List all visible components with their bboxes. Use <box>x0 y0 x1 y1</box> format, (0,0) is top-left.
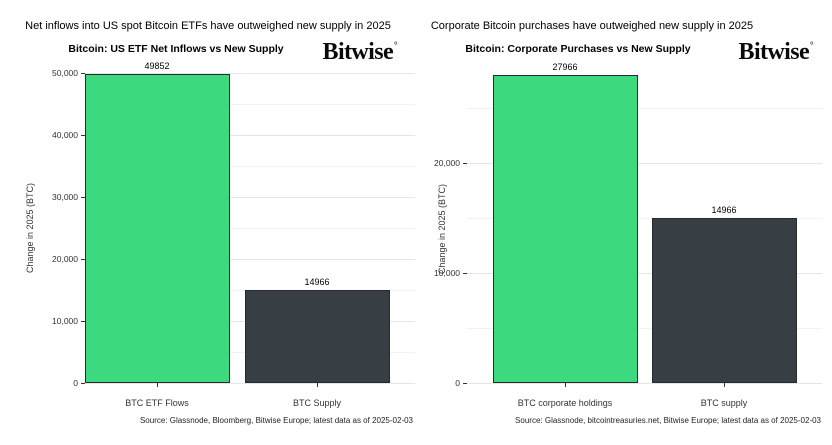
y-tick-label: 40,000 <box>52 130 78 140</box>
bar-value-label: 14966 <box>304 277 330 288</box>
source-caption: Source: Glassnode, bitcointreasuries.net… <box>515 416 821 425</box>
major-gridline <box>85 382 415 384</box>
x-tick-mark <box>317 383 318 387</box>
y-tick-mark <box>81 382 85 384</box>
major-gridline <box>467 382 822 384</box>
y-tick-label: 10,000 <box>434 268 460 278</box>
plot-area-corporate: 0 10,000 20,000 27966 BTC corporate holdings… <box>434 62 822 408</box>
y-axis-title: Change in 2025 (BTC) <box>437 183 447 275</box>
y-tick-label: 0 <box>455 378 460 388</box>
bitwise-logo: Bitwise° <box>322 33 398 65</box>
chart-panel-etf-flows: Net inflows into US spot Bitcoin ETFs ha… <box>25 20 415 425</box>
minor-gridline <box>85 165 415 167</box>
major-gridline <box>467 162 822 164</box>
y-axis-title: Change in 2025 (BTC) <box>25 182 35 274</box>
chart-subtitle: Bitcoin: Corporate Purchases vs New Supp… <box>465 43 691 55</box>
x-category-label: BTC corporate holdings <box>517 398 613 408</box>
x-category-label: BTC Supply <box>292 398 342 408</box>
bar-value-label: 27966 <box>552 62 578 73</box>
chart-subtitle: Bitcoin: US ETF Net Inflows vs New Suppl… <box>68 43 284 55</box>
plot-area-etf: 0 10,000 20,000 30,000 40,000 50,000 49852 BTC … <box>52 61 415 408</box>
y-tick-mark <box>81 134 85 136</box>
y-tick-label: 0 <box>73 378 78 388</box>
chart-title: Net inflows into US spot Bitcoin ETFs ha… <box>25 20 391 32</box>
y-tick-label: 10,000 <box>52 316 78 326</box>
x-tick-mark <box>157 383 158 387</box>
major-gridline <box>85 258 415 260</box>
trademark-mark-icon: ° <box>394 40 398 50</box>
x-tick-mark <box>724 383 725 387</box>
y-tick-mark <box>81 72 85 74</box>
chart-panel-corporate: Corporate Bitcoin purchases have outweig… <box>416 0 832 445</box>
bar-btc-supply <box>651 218 797 383</box>
y-tick-label: 30,000 <box>52 192 78 202</box>
bar-btc-etf-flows <box>84 73 230 383</box>
y-tick-mark <box>463 272 467 274</box>
minor-gridline <box>85 289 415 291</box>
y-tick-mark <box>81 196 85 198</box>
y-tick-label: 50,000 <box>52 68 78 78</box>
bitwise-logo: Bitwise° <box>738 33 814 65</box>
major-gridline <box>85 196 415 198</box>
bar-value-label: 49852 <box>144 60 170 71</box>
bar-btc-supply <box>244 290 390 383</box>
minor-gridline <box>467 217 822 219</box>
major-gridline <box>85 134 415 136</box>
bitwise-wordmark: Bitwise <box>738 39 810 65</box>
minor-gridline <box>85 103 415 105</box>
y-tick-mark <box>81 320 85 322</box>
major-gridline <box>467 272 822 274</box>
minor-gridline <box>467 327 822 329</box>
y-tick-mark <box>463 162 467 164</box>
bar-btc-corporate-holdings <box>492 75 638 383</box>
x-category-label: BTC ETF Flows <box>125 398 189 408</box>
source-caption: Source: Glassnode, Bloomberg, Bitwise Eu… <box>139 416 413 425</box>
trademark-mark-icon: ° <box>810 40 814 50</box>
y-tick-mark <box>463 382 467 384</box>
bitwise-wordmark: Bitwise <box>322 39 394 65</box>
chart-title: Corporate Bitcoin purchases have outweig… <box>430 20 754 32</box>
bar-value-label: 14966 <box>711 205 737 216</box>
minor-gridline <box>467 107 822 109</box>
x-tick-mark <box>565 383 566 387</box>
major-gridline <box>85 72 415 74</box>
x-category-label: BTC supply <box>700 398 748 408</box>
y-tick-mark <box>81 258 85 260</box>
y-tick-label: 20,000 <box>52 254 78 264</box>
minor-gridline <box>85 227 415 229</box>
y-tick-label: 20,000 <box>434 158 460 168</box>
